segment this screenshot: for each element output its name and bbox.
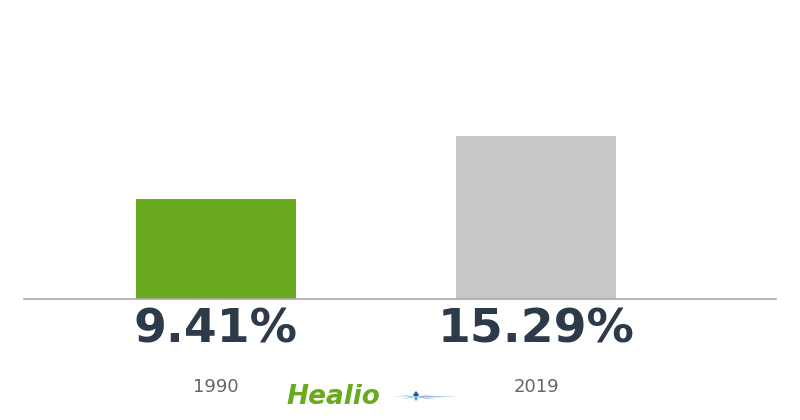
Polygon shape [400,397,416,399]
Text: 15.29%: 15.29% [438,307,634,352]
Polygon shape [416,397,436,399]
Bar [136,199,296,299]
Bar [456,136,616,299]
Polygon shape [416,396,458,397]
Polygon shape [414,397,418,401]
Polygon shape [416,394,436,397]
Text: 9.41%: 9.41% [134,307,298,352]
Text: Healio: Healio [287,384,381,410]
Text: 2019: 2019 [513,378,559,396]
Text: Global years lived with disability attributable to: Global years lived with disability attri… [110,30,690,50]
Polygon shape [413,391,419,397]
Text: 1990: 1990 [193,378,239,396]
Polygon shape [398,394,416,397]
Text: high BMI for early-onset osteoarthritis:: high BMI for early-onset osteoarthritis: [162,70,638,90]
